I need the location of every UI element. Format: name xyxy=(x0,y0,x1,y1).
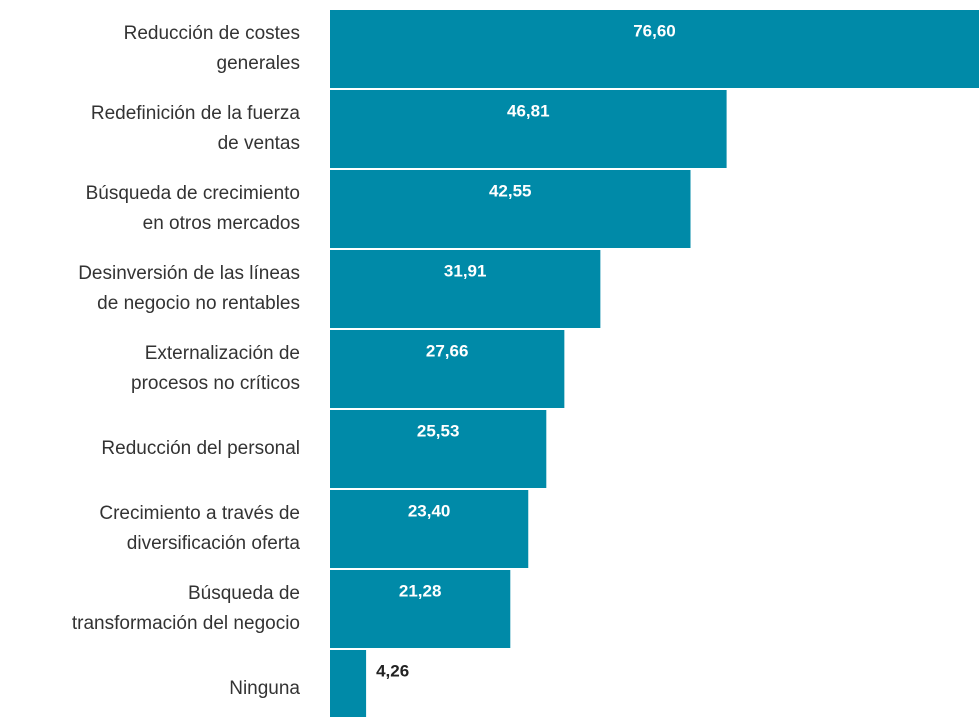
category-label: Búsqueda de crecimiento xyxy=(86,183,300,204)
value-label: 21,28 xyxy=(399,581,442,600)
bar xyxy=(330,10,979,88)
category-label: en otros mercados xyxy=(143,213,300,234)
value-label: 25,53 xyxy=(417,421,460,440)
bar xyxy=(330,90,727,168)
bar xyxy=(330,490,529,568)
value-label: 4,26 xyxy=(376,661,409,680)
category-label: Reducción del personal xyxy=(101,438,300,459)
category-label: transformación del negocio xyxy=(72,613,300,634)
category-label: Reducción de costes xyxy=(124,23,300,44)
value-label: 23,40 xyxy=(408,501,451,520)
bar xyxy=(330,410,547,488)
category-label: Crecimiento a través de xyxy=(99,503,300,524)
bar xyxy=(330,170,691,248)
category-label: diversificación oferta xyxy=(127,533,301,554)
value-label: 76,60 xyxy=(633,21,676,40)
category-label: procesos no críticos xyxy=(131,373,300,394)
bar xyxy=(330,570,511,648)
bar xyxy=(330,330,565,408)
bar xyxy=(330,250,601,328)
category-label: Desinversión de las líneas xyxy=(78,263,300,284)
category-label: Ninguna xyxy=(229,678,300,699)
category-label: de ventas xyxy=(218,133,300,154)
value-label: 42,55 xyxy=(489,181,532,200)
value-label: 46,81 xyxy=(507,101,550,120)
category-label: generales xyxy=(217,53,300,74)
value-label: 27,66 xyxy=(426,341,469,360)
category-label: de negocio no rentables xyxy=(97,293,300,314)
value-label: 31,91 xyxy=(444,261,487,280)
category-label: Externalización de xyxy=(145,343,300,364)
bar xyxy=(330,650,367,717)
category-label: Redefinición de la fuerza xyxy=(91,103,301,124)
category-label: Búsqueda de xyxy=(188,583,300,604)
